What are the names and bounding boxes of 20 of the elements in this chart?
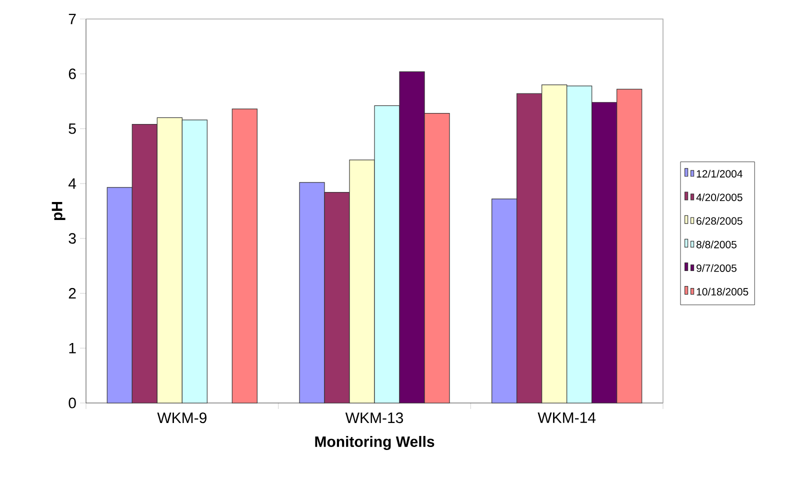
bar [232, 108, 258, 404]
legend-label: 10/18/2005 [696, 288, 748, 296]
legend-label: 9/7/2005 [696, 264, 737, 272]
y-tick-label: 3 [68, 233, 76, 244]
y-tick-label: 7 [68, 14, 76, 24]
y-tick-label: 4 [68, 178, 76, 189]
y-tick-label: 2 [68, 288, 76, 299]
x-tick-label: WKM-13 [345, 412, 404, 424]
x-axis-title: Monitoring Wells [315, 436, 434, 450]
legend-label: 12/1/2004 [696, 170, 742, 178]
y-tick-label: 5 [68, 123, 76, 134]
legend-label: 4/20/2005 [696, 193, 742, 202]
y-tick-label: 0 [68, 398, 76, 408]
x-tick-label: WKM-9 [157, 412, 206, 424]
legend-label: 6/28/2005 [696, 217, 742, 225]
legend-label: 8/8/2005 [696, 240, 737, 248]
x-tick-label: WKM-14 [538, 412, 596, 423]
y-tick-label: 1 [69, 342, 76, 354]
y-axis-title: pH [52, 202, 66, 220]
y-tick-label: 6 [68, 68, 76, 80]
